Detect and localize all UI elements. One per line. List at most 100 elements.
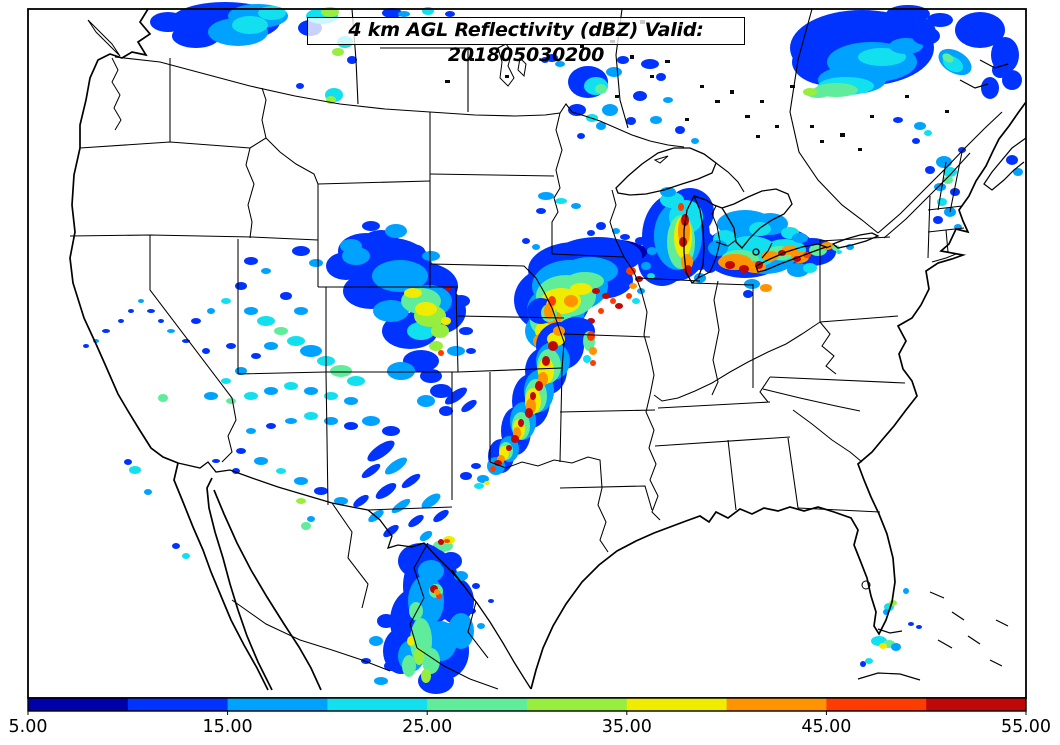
radar-echo-cell	[167, 329, 175, 333]
radar-echo-cell	[587, 331, 595, 341]
radar-echo-cell	[375, 482, 397, 500]
radar-echo-cell	[236, 448, 246, 454]
radar-echo-cell	[626, 293, 632, 299]
radar-echo-cell	[347, 56, 357, 64]
radar-echo-cell	[280, 292, 292, 300]
radar-echo-cell	[284, 382, 298, 390]
radar-echo-cell	[942, 53, 954, 63]
radar-echo-cell	[583, 355, 591, 363]
radar-echo-cell	[202, 348, 210, 354]
radar-echo-cell	[296, 83, 304, 89]
great-lakes	[497, 43, 880, 590]
radar-echo-cell	[172, 24, 220, 48]
radar-echo-cell	[118, 319, 124, 323]
radar-echo-cell	[927, 13, 953, 27]
radar-echo-cell	[933, 216, 943, 224]
radar-echo-cell	[404, 288, 422, 298]
radar-echo-cell	[461, 399, 477, 413]
title-box: 4 km AGL Reflectivity (dBZ) Valid: 20180…	[307, 17, 745, 66]
radar-echo-cell	[438, 539, 444, 545]
radar-echo-cell	[577, 133, 585, 139]
radar-echo-cell	[429, 341, 443, 351]
radar-echo-cell	[372, 260, 428, 292]
radar-echo-cell	[226, 343, 236, 349]
radar-echo-cell	[83, 344, 89, 348]
radar-echo-cell	[385, 224, 407, 238]
radar-echo-cell	[836, 250, 842, 254]
radar-echo-cell	[536, 208, 546, 214]
radar-echo-cell	[889, 38, 923, 54]
radar-echo-cell	[739, 265, 749, 273]
radar-echo-cell	[369, 636, 383, 646]
radar-echo-cell	[264, 387, 278, 395]
radar-echo-cell	[362, 221, 380, 231]
radar-echo-cell	[129, 466, 141, 474]
radar-echo-cell	[138, 299, 144, 303]
radar-echo-cell	[384, 457, 408, 475]
radar-echo-cell	[629, 283, 637, 289]
radar-echo-cell	[244, 392, 258, 400]
radar-echo-cell	[244, 257, 258, 265]
radar-echo-cell	[1002, 70, 1022, 90]
radar-echo-cell	[943, 167, 957, 177]
radar-echo-cell	[373, 300, 409, 322]
radar-echo-cell	[610, 298, 616, 304]
radar-echo-cell	[886, 5, 930, 23]
radar-echo-cell	[221, 378, 231, 384]
radar-echo-cell	[294, 307, 308, 315]
colorbar-tick-labels: 5.00 15.00 25.00 35.00 45.00 55.00	[9, 711, 1051, 737]
radar-echo-cell	[447, 346, 465, 356]
radar-echo-cell	[235, 282, 247, 290]
radar-echo-cell	[647, 273, 655, 279]
radar-echo-cell	[590, 360, 596, 366]
radar-echo-cell	[626, 117, 636, 125]
radar-echo-cell	[324, 392, 338, 400]
radar-echo-cell	[287, 336, 305, 346]
radar-echo-cell	[934, 183, 946, 191]
radar-echo-cell	[221, 298, 231, 304]
radar-echo-cell	[144, 489, 152, 495]
radar-echo-cell	[204, 392, 218, 400]
radar-echo-cell	[626, 267, 636, 275]
colorbar	[27, 697, 1027, 712]
radar-echo-cell	[743, 290, 753, 298]
radar-echo-cell	[570, 283, 592, 295]
radar-echo-cell	[361, 463, 381, 479]
radar-echo-cell	[530, 392, 536, 400]
radar-echo-cell	[602, 293, 610, 299]
radar-echo-cell	[675, 126, 685, 134]
radar-echo-cell	[347, 376, 365, 386]
radar-echo-cell	[908, 622, 914, 626]
radar-echo-cell	[266, 423, 276, 429]
radar-echo-cell	[382, 8, 402, 18]
radar-echo-cell	[439, 406, 453, 416]
map-frame	[27, 8, 1027, 699]
radar-echo-cell	[382, 426, 400, 436]
radar-echo-cell	[477, 475, 489, 483]
radar-echo-cell	[430, 384, 452, 398]
radar-echo-cell	[441, 317, 451, 325]
radar-echo-cell	[725, 261, 735, 269]
colorbar-tick-label: 15.00	[203, 717, 253, 737]
radar-echo-cell	[647, 247, 657, 255]
radar-echo-cell	[417, 395, 435, 407]
radar-echo-cell	[296, 498, 306, 504]
radar-echo-cell	[433, 509, 449, 523]
state-borders	[69, 58, 965, 690]
radar-echo-cell	[535, 381, 543, 391]
radar-echo-cell	[542, 356, 550, 366]
colorbar-tick-label: 45.00	[801, 717, 851, 737]
radar-echo-cell	[459, 327, 473, 335]
radar-echo-cell	[274, 327, 288, 335]
radar-echo-cell	[555, 61, 565, 67]
radar-echo-cell	[589, 347, 597, 355]
radar-echo-cell	[1006, 155, 1018, 165]
radar-echo-cell	[207, 308, 215, 314]
radar-echo-cell	[418, 560, 444, 582]
radar-echo-cell	[147, 309, 155, 313]
radar-echo-layer	[83, 2, 1023, 694]
radar-echo-cell	[650, 116, 662, 124]
radar-echo-cell	[679, 237, 687, 247]
colorbar-segment	[527, 698, 628, 711]
